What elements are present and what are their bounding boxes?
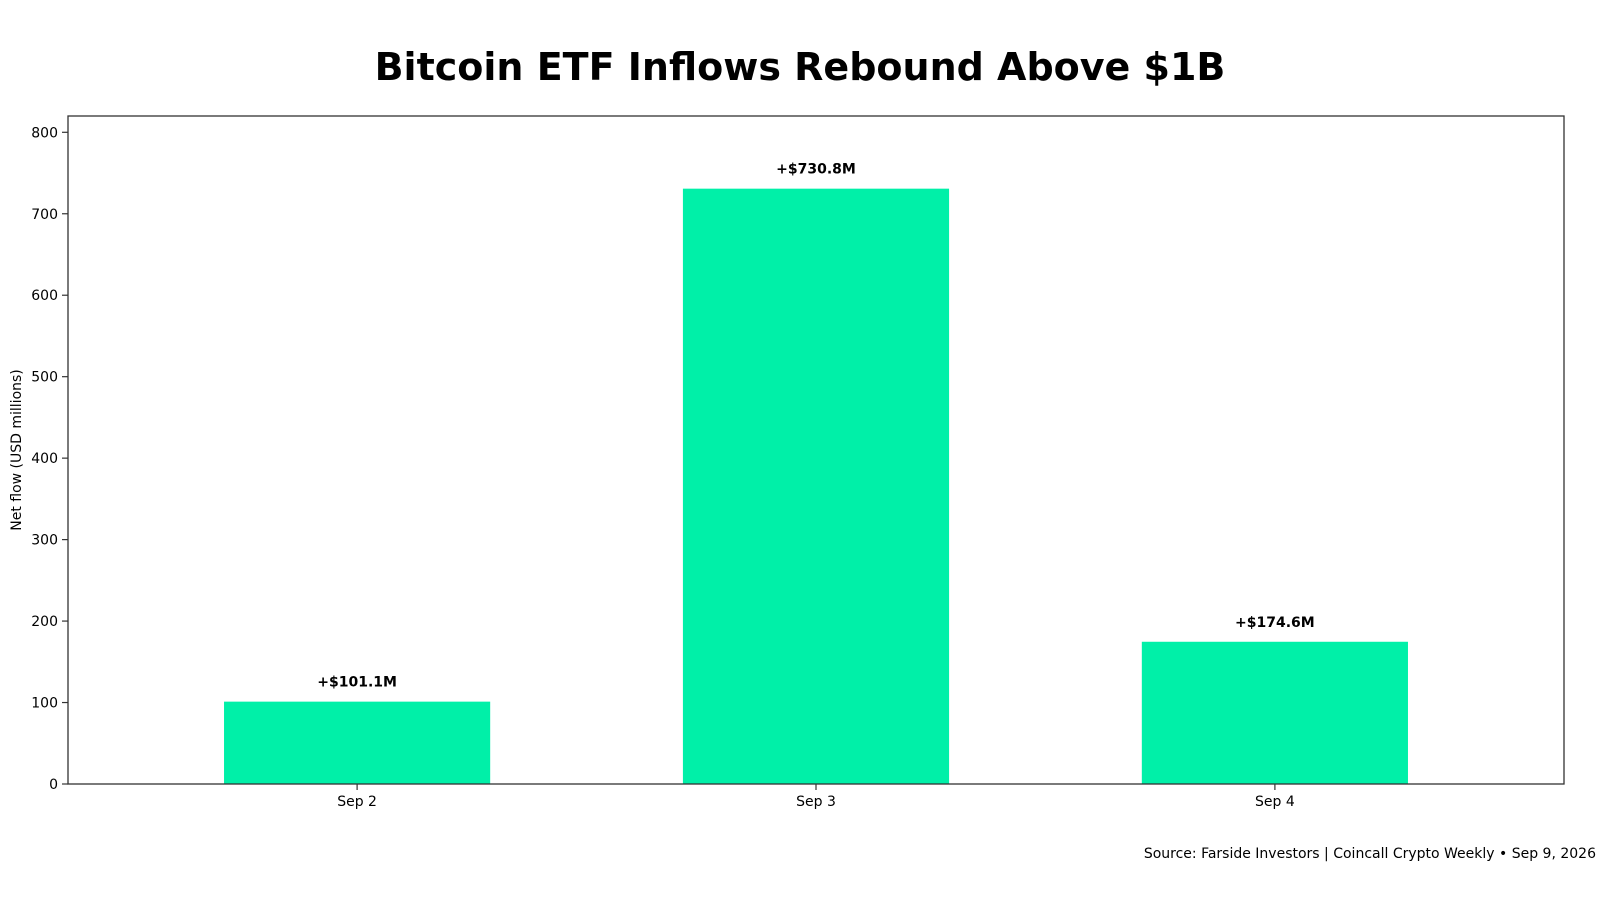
x-tick-label: Sep 3 <box>796 794 836 810</box>
data-label: +$174.6M <box>1235 615 1315 631</box>
source-note: Source: Farside Investors | Coincall Cry… <box>1144 846 1596 862</box>
y-tick-label: 100 <box>31 696 58 712</box>
data-label: +$101.1M <box>317 675 397 691</box>
y-tick-label: 700 <box>31 207 58 223</box>
y-tick-label: 300 <box>31 533 58 549</box>
bars-layer <box>224 188 1408 785</box>
bar-sep-4 <box>1141 641 1408 784</box>
bar-sep-2 <box>224 701 491 784</box>
y-tick-label: 200 <box>31 614 58 630</box>
x-tick-label: Sep 4 <box>1255 794 1295 810</box>
y-tick-label: 800 <box>31 125 58 141</box>
y-tick-label: 600 <box>31 288 58 304</box>
x-tick-label: Sep 2 <box>337 794 377 810</box>
y-tick-label: 400 <box>31 451 58 467</box>
data-labels-layer: +$101.1M +$730.8M +$174.6M <box>317 162 1314 691</box>
bar-sep-3 <box>682 188 950 785</box>
y-tick-label: 500 <box>31 370 58 386</box>
y-axis: 0 100 200 300 400 500 600 700 800 <box>31 125 68 793</box>
y-tick-label: 0 <box>49 777 58 793</box>
x-axis: Sep 2 Sep 3 Sep 4 <box>337 784 1295 810</box>
data-label: +$730.8M <box>776 162 856 178</box>
chart-title: Bitcoin ETF Inflows Rebound Above $1B <box>375 45 1226 89</box>
y-axis-label: Net flow (USD millions) <box>9 369 25 531</box>
